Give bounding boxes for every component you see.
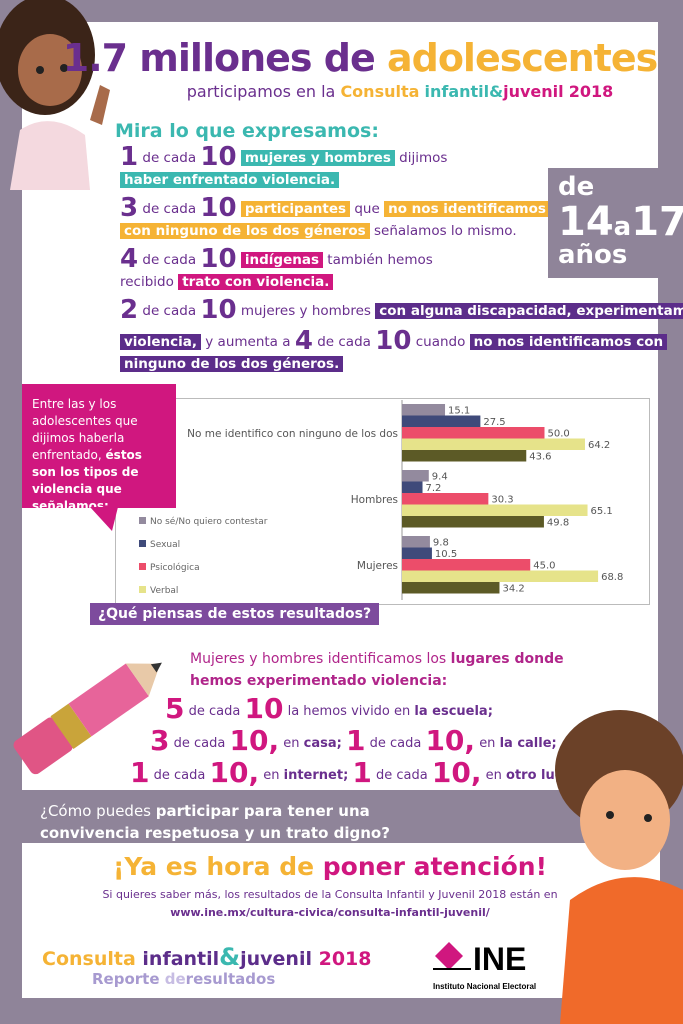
- more-info: Si quieres saber más, los resultados de …: [102, 888, 558, 919]
- bar: [402, 481, 423, 493]
- callout-box: Entre las y los adolescentes que dijimos…: [22, 384, 176, 513]
- place-line-1: 5 de cada 10 la hemos vivido en la escue…: [165, 692, 493, 725]
- fact-3: 4 de cada 10 indígenas también hemos: [120, 244, 433, 274]
- fact-1: 1 de cada 10 mujeres y hombres dijimos: [120, 142, 448, 172]
- legend-label: Verbal: [150, 586, 178, 596]
- legend-swatch: [139, 563, 146, 570]
- intro-heading: Mira lo que expresamos:: [115, 120, 379, 142]
- places-intro: Mujeres y hombres identificamos los luga…: [190, 651, 564, 689]
- boy-illustration: [555, 710, 683, 1024]
- bar: [402, 450, 527, 462]
- page-title: 1.7 millones de adolescentes: [62, 36, 659, 80]
- bar-value-label: 45.0: [533, 561, 555, 572]
- bar-value-label: 64.2: [588, 440, 610, 451]
- legend-label: Psicológica: [150, 562, 200, 573]
- legend-swatch: [139, 517, 146, 524]
- legend-label: Sexual: [150, 540, 180, 550]
- bar: [402, 493, 489, 505]
- bar: [402, 570, 599, 582]
- svg-text:INE: INE: [473, 941, 526, 977]
- place-line-2: 3 de cada 10, en casa; 1 de cada 10, en …: [150, 724, 557, 757]
- bar: [402, 415, 481, 427]
- category-label: No me identifico con ninguno de los dos: [187, 428, 398, 440]
- bar: [402, 536, 430, 548]
- legend-swatch: [139, 540, 146, 547]
- bar-value-label: 50.0: [548, 429, 570, 440]
- page-subtitle: participamos en la Consulta infantil&juv…: [186, 82, 614, 101]
- violence-bar-chart: No me identifico con ninguno de los dos 1…: [139, 400, 623, 619]
- bar: [402, 516, 544, 528]
- legend-label: No sé/No quiero contestar: [150, 516, 268, 527]
- bottom-panel: [22, 843, 660, 998]
- bar-value-label: 10.5: [435, 549, 457, 560]
- facts: 1 de cada 10 mujeres y hombres dijimos h…: [120, 142, 683, 375]
- report-subtitle: Reporte deresultados: [92, 970, 276, 988]
- bar: [402, 582, 500, 594]
- bar: [402, 404, 446, 416]
- bar-value-label: 34.2: [502, 584, 524, 595]
- bar-value-label: 7.2: [426, 483, 442, 494]
- call-to-action: ¡Ya es hora de poner atención!: [113, 852, 547, 881]
- category-label: Hombres: [351, 494, 398, 506]
- bar-value-label: 65.1: [591, 506, 613, 517]
- bar-value-label: 15.1: [448, 406, 470, 417]
- pencil-illustration: [13, 662, 162, 775]
- callout-tail: [90, 507, 118, 531]
- girl-illustration: [0, 0, 110, 190]
- bar-value-label: 30.3: [491, 495, 513, 506]
- category-label: Mujeres: [357, 560, 398, 572]
- age-range-badge: de 14a17 años: [548, 168, 683, 278]
- bar-value-label: 43.6: [529, 452, 551, 463]
- bar: [402, 504, 588, 516]
- age-strip: [658, 22, 683, 790]
- participation-question: ¿Cómo puedes participar para tener una c…: [40, 802, 390, 842]
- bar-value-label: 9.8: [433, 538, 449, 549]
- bar-value-label: 49.8: [547, 518, 569, 529]
- ine-diamond-icon: INE: [433, 941, 526, 977]
- results-link[interactable]: www.ine.mx/cultura-civica/consulta-infan…: [170, 906, 490, 919]
- bar: [402, 438, 585, 450]
- legend-swatch: [139, 586, 146, 593]
- bar-value-label: 27.5: [483, 417, 505, 428]
- ine-logo: INE Instituto Nacional Electoral: [433, 940, 563, 991]
- bar: [402, 427, 545, 439]
- fact-2: 3 de cada 10 participantes que no nos id…: [120, 195, 683, 221]
- question-banner: ¿Qué piensas de estos resultados?: [90, 603, 380, 625]
- bar: [402, 559, 531, 571]
- fact-4: 2 de cada 10 mujeres y hombres con algun…: [120, 297, 683, 323]
- bar: [402, 547, 432, 559]
- bar: [402, 470, 429, 482]
- consulta-logo: Consulta infantil&juvenil 2018: [42, 943, 372, 971]
- bar-value-label: 68.8: [601, 572, 623, 583]
- place-line-3: 1 de cada 10, en internet; 1 de cada 10,…: [130, 756, 583, 789]
- bar-value-label: 9.4: [432, 472, 448, 483]
